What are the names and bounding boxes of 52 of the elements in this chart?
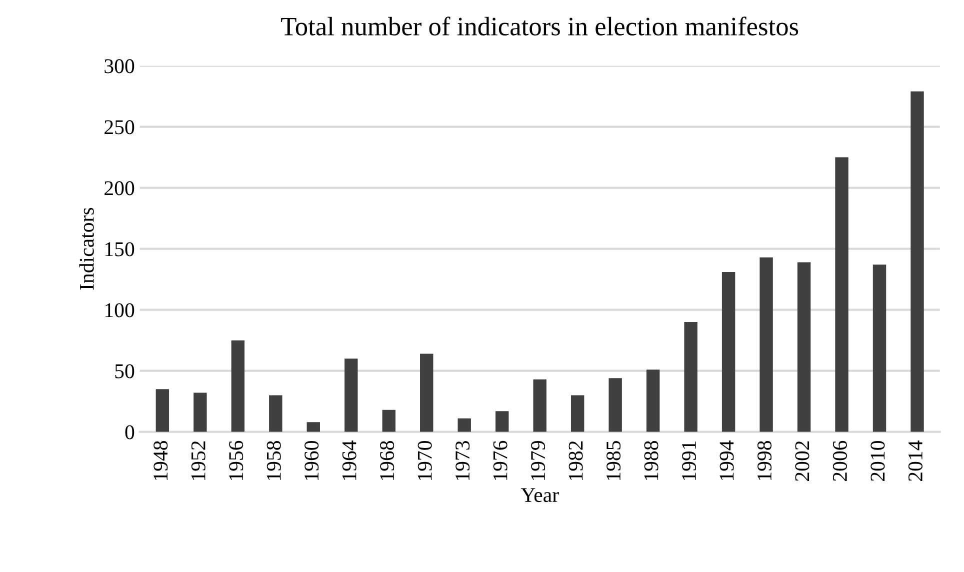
y-tick-label: 150 (106, 242, 134, 256)
x-tick-label: 1964 (342, 440, 356, 480)
x-tick-label: 1958 (266, 440, 281, 480)
chart-title: Total number of indicators in election manifestos (281, 16, 798, 36)
y-tick-label: 100 (106, 303, 134, 318)
y-tick-label: 250 (104, 120, 134, 134)
bar (722, 272, 736, 432)
bar (495, 411, 509, 432)
x-tick-label: 1952 (191, 441, 206, 480)
x-tick-label: 2002 (795, 441, 810, 481)
bar (570, 395, 584, 432)
y-tick-label: 200 (104, 181, 134, 196)
bar (194, 392, 207, 432)
y-tick-label: 0 (125, 425, 134, 440)
bar (231, 340, 245, 432)
x-tick-label: 1948 (154, 440, 168, 480)
x-tick-label: 2014 (908, 440, 922, 481)
x-tick-label: 1988 (644, 440, 658, 480)
x-tick-label: 1970 (418, 440, 432, 480)
x-tick-label: 1973 (456, 441, 470, 480)
y-tick-label: 300 (104, 59, 134, 74)
x-tick-label: 1991 (682, 441, 696, 480)
x-tick-label: 1960 (304, 440, 319, 480)
bar (797, 262, 811, 432)
x-axis-title: Year (520, 488, 559, 502)
bar (458, 418, 471, 432)
bar (382, 410, 396, 432)
x-tick-label: 1998 (757, 440, 772, 480)
x-tick-label: 1976 (493, 440, 508, 480)
bar (306, 422, 320, 432)
bar (684, 322, 698, 432)
x-tick-label: 2010 (870, 440, 885, 481)
x-tick-label: 1994 (720, 440, 734, 480)
x-tick-label: 1982 (568, 441, 583, 480)
bar (835, 157, 848, 432)
x-tick-label: 1985 (606, 441, 621, 480)
bar (760, 257, 773, 432)
bar (608, 378, 622, 432)
bar (344, 358, 358, 432)
bar (420, 354, 434, 432)
x-tick-label: 1968 (380, 440, 394, 480)
bar (646, 370, 660, 432)
y-tick-label: 50 (115, 364, 134, 378)
bar (533, 379, 546, 432)
bar (872, 264, 886, 432)
bar (156, 389, 170, 432)
x-tick-label: 1956 (229, 440, 244, 480)
y-axis-title: Indicators (79, 208, 94, 290)
bar (269, 395, 282, 432)
x-tick-label: 1979 (531, 441, 546, 480)
x-tick-label: 2006 (832, 440, 847, 481)
bar (910, 91, 924, 432)
